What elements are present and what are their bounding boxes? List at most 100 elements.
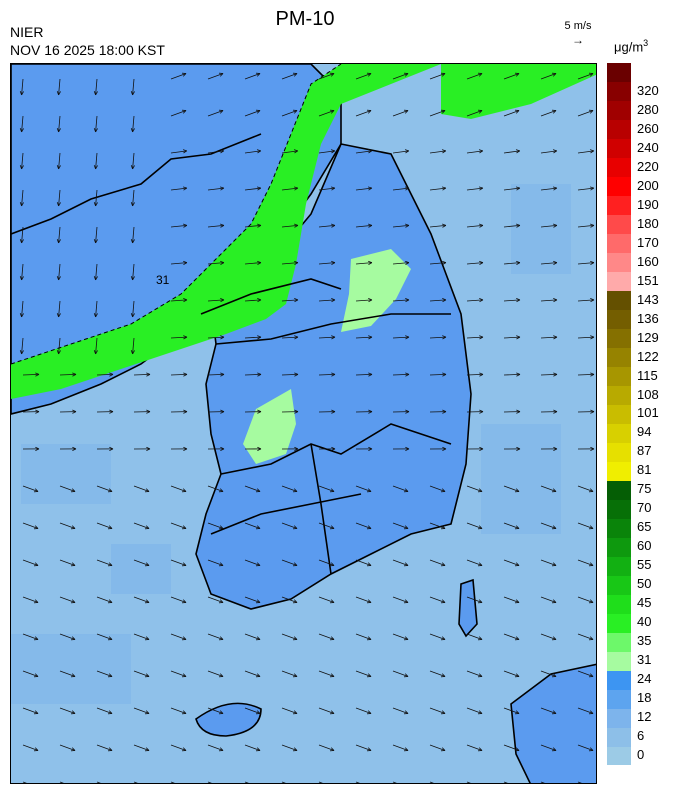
wind-vector-head — [132, 239, 135, 244]
wind-vector — [21, 263, 24, 280]
wind-vector — [429, 73, 446, 80]
wind-vector-head — [552, 636, 557, 640]
wind-vector-head — [479, 262, 484, 265]
wind-vector-head — [294, 335, 299, 338]
wind-vector — [96, 670, 113, 677]
wind-vector — [244, 336, 261, 339]
wind-vector — [244, 670, 261, 677]
wind-vector-head — [553, 446, 558, 450]
legend-label: 108 — [637, 386, 659, 402]
wind-vector — [466, 633, 483, 640]
wind-vector-head — [552, 673, 557, 677]
wind-vector-head — [553, 223, 558, 226]
wind-vector — [133, 670, 150, 677]
timestamp-label: NOV 16 2025 18:00 KST — [10, 42, 165, 58]
wind-vector-head — [442, 336, 447, 340]
wind-vector — [503, 73, 520, 80]
wind-vector-head — [478, 186, 484, 189]
wind-vector-head — [478, 636, 483, 640]
wind-vector-head — [331, 446, 336, 450]
wind-vector — [577, 596, 594, 603]
wind-vector-head — [219, 525, 224, 529]
wind-vector — [207, 633, 224, 640]
wind-vector-head — [183, 150, 188, 154]
wind-vector-head — [589, 186, 595, 189]
wind-vector-head — [331, 409, 336, 413]
wind-vector-head — [478, 747, 483, 751]
wind-vector-head — [130, 350, 133, 355]
wind-vector — [95, 78, 98, 95]
wind-vector — [281, 150, 298, 154]
wind-vector-head — [330, 636, 335, 640]
wind-vector-head — [553, 187, 558, 191]
wind-vector-head — [442, 225, 447, 228]
wind-vector-head — [19, 276, 22, 281]
legend-swatch — [607, 670, 631, 690]
wind-vector-head — [589, 488, 594, 492]
wind-vector-head — [72, 411, 77, 414]
wind-vector-head — [515, 110, 520, 114]
wind-vector-head — [145, 562, 150, 566]
wind-vector — [466, 224, 483, 228]
legend-swatch — [607, 613, 631, 633]
wind-vector-head — [93, 128, 96, 133]
wind-vector-head — [34, 525, 39, 529]
wind-vector-head — [368, 411, 373, 414]
wind-vector-head — [56, 350, 59, 355]
wind-vector-head — [368, 262, 373, 265]
wind-vector-head — [93, 313, 96, 318]
wind-vector-head — [182, 186, 188, 189]
wind-vector — [95, 115, 98, 132]
wind-vector-head — [516, 187, 521, 191]
wind-vector — [355, 485, 372, 492]
wind-vector — [355, 299, 372, 302]
legend-swatch — [607, 689, 631, 709]
legend-label: 122 — [637, 348, 659, 364]
wind-vector — [281, 559, 298, 566]
wind-vector — [355, 707, 372, 714]
wind-vector — [170, 744, 187, 751]
wind-vector — [281, 633, 298, 640]
wind-vector — [466, 707, 483, 714]
wind-vector — [540, 670, 557, 677]
wind-vector-head — [95, 165, 98, 170]
legend-label: 81 — [637, 462, 652, 478]
wind-vector — [207, 73, 224, 80]
wind-vector-head — [442, 262, 447, 265]
wind-vector — [577, 633, 594, 640]
legend-swatch — [607, 328, 631, 349]
wind-vector — [58, 152, 61, 169]
wind-vector — [281, 110, 298, 117]
wind-vector-head — [256, 673, 261, 677]
legend-swatch — [607, 651, 631, 671]
wind-vector-head — [19, 239, 22, 244]
wind-vector-head — [93, 91, 96, 96]
wind-vector — [207, 781, 212, 783]
wind-vector-head — [220, 372, 225, 375]
wind-vector-head — [219, 673, 224, 677]
wind-vector — [170, 336, 187, 339]
wind-vector — [355, 596, 372, 603]
wind-vector-head — [21, 276, 24, 281]
wind-vector-head — [589, 673, 594, 677]
wind-vector — [466, 299, 483, 302]
wind-vector — [59, 744, 76, 751]
wind-vector-head — [220, 262, 225, 265]
wind-vector — [466, 744, 483, 751]
wind-vector-head — [219, 562, 224, 566]
wind-vector — [244, 781, 249, 783]
wind-vector-head — [146, 374, 151, 377]
wind-vector-head — [553, 262, 558, 265]
wind-vector — [244, 744, 261, 751]
wind-vector-head — [21, 165, 24, 170]
wind-vector-head — [19, 91, 22, 96]
wind-vector-head — [331, 225, 336, 228]
wind-vector-head — [58, 313, 61, 318]
wind-vector-head — [405, 187, 410, 191]
wind-vector — [429, 522, 446, 529]
wind-vector-head — [404, 149, 409, 152]
legend-label: 70 — [637, 500, 652, 516]
wind-vector-head — [294, 150, 299, 154]
wind-vector-head — [368, 225, 373, 228]
legend-label: 170 — [637, 234, 659, 250]
